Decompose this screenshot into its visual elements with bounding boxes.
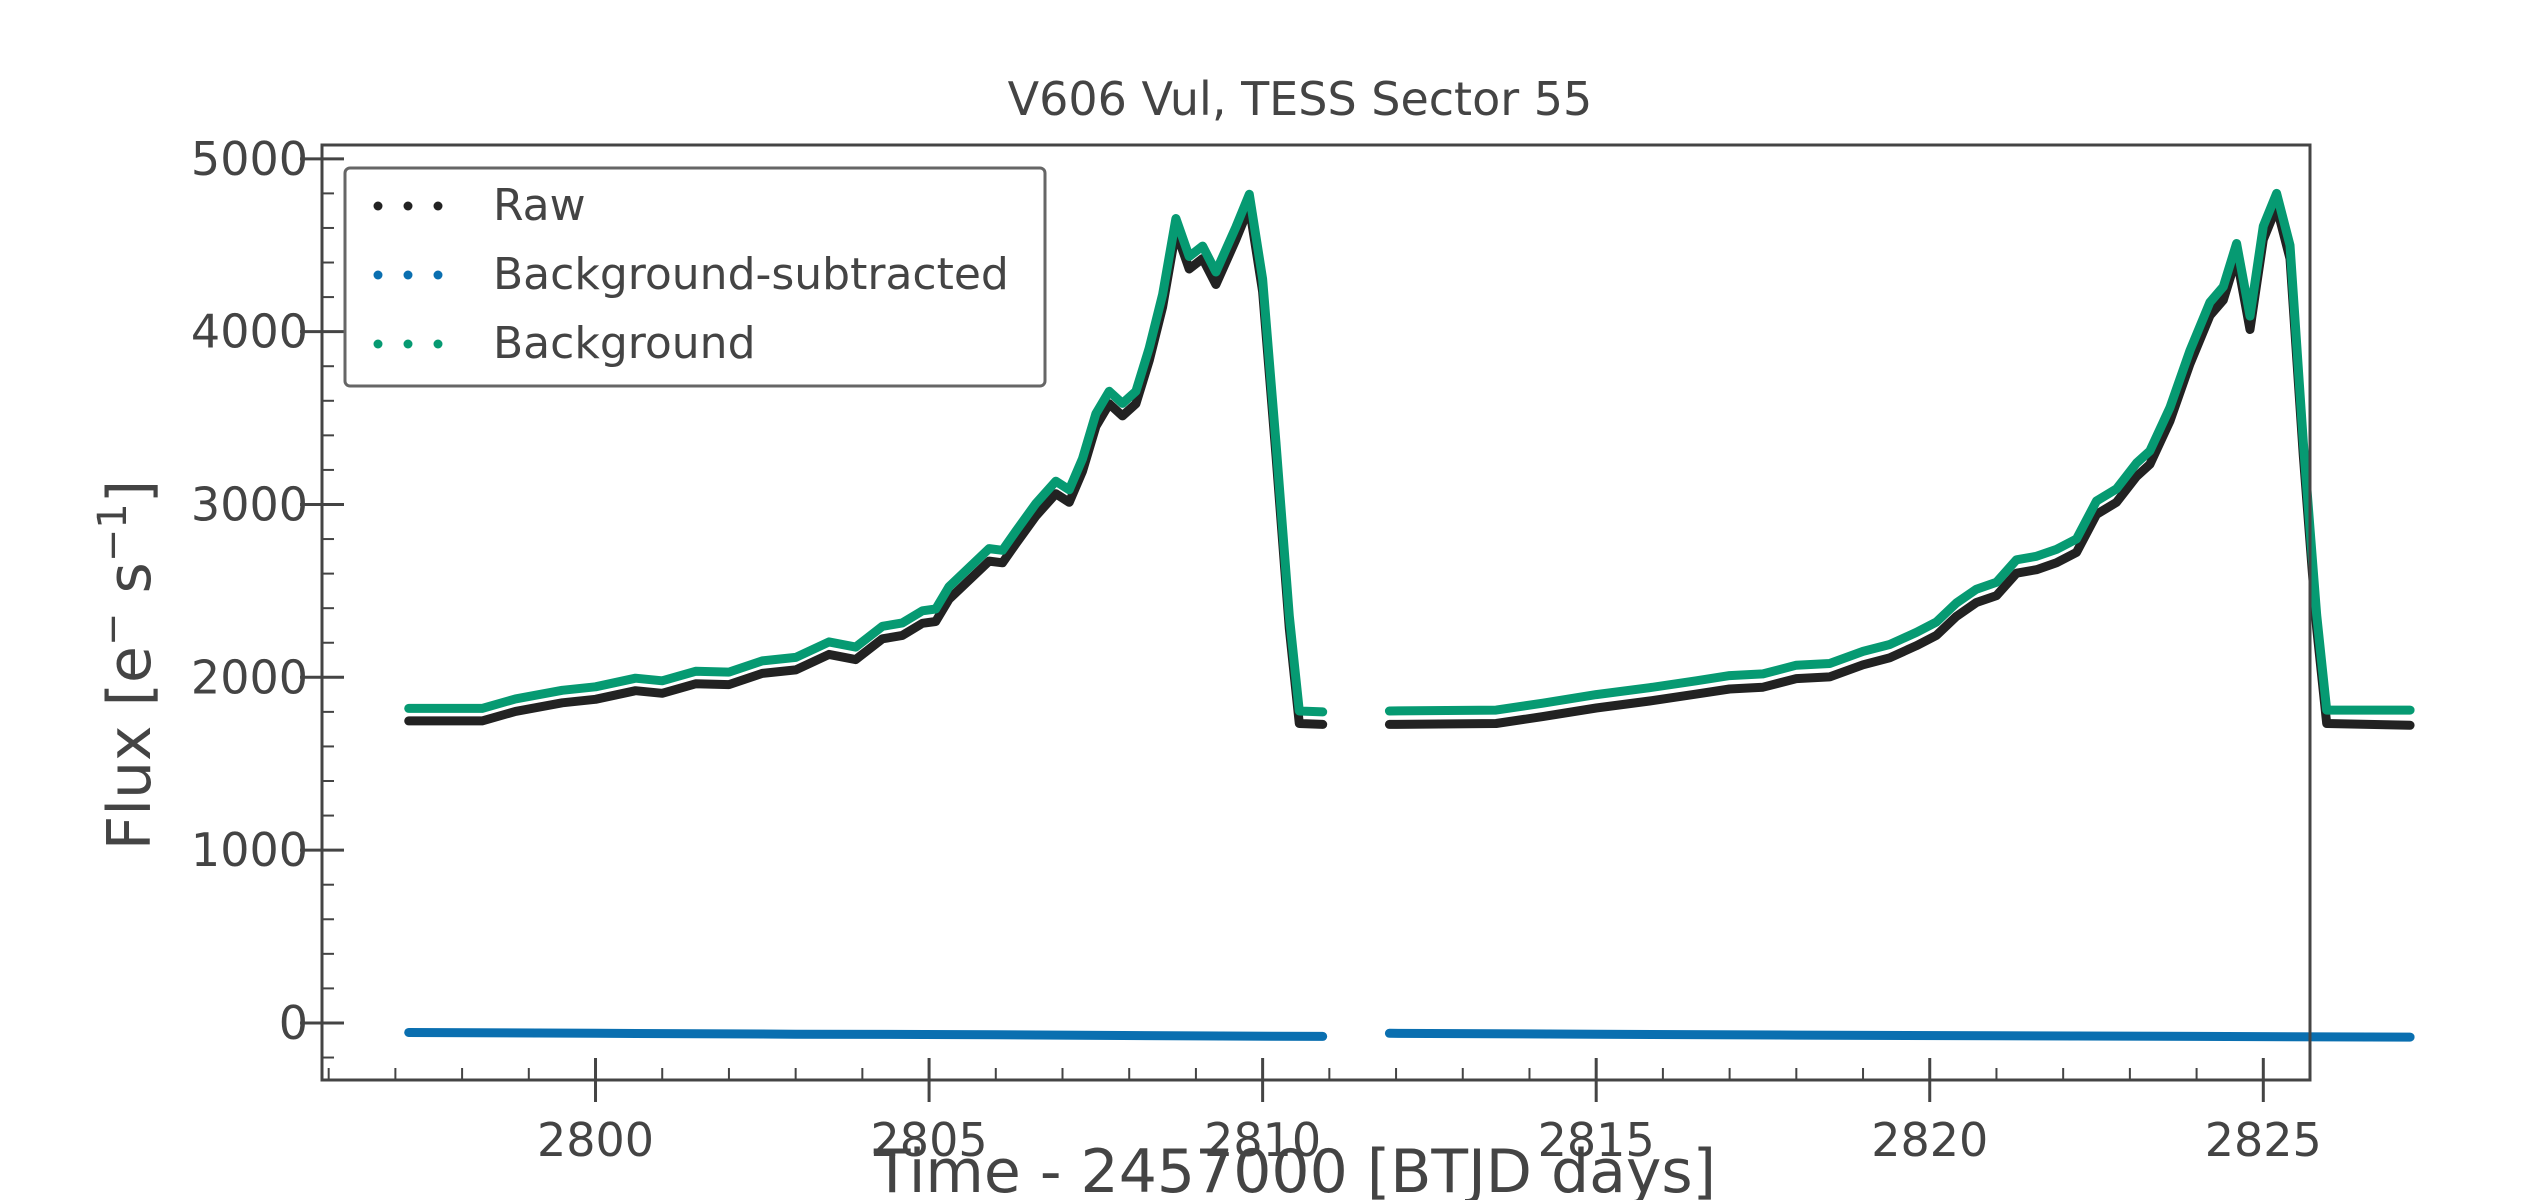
legend-box bbox=[343, 166, 1047, 388]
x-tick-label: 2820 bbox=[1871, 1113, 1988, 1167]
x-tick-label: 2825 bbox=[2205, 1113, 2322, 1167]
series-background-segment-2 bbox=[1384, 188, 2415, 716]
legend-label-background: Background bbox=[493, 318, 756, 369]
series-background-segment-1 bbox=[404, 189, 1328, 717]
y-tick-label: 5000 bbox=[191, 132, 308, 186]
y-axis-label-superscript-2: −1 bbox=[90, 503, 136, 562]
x-axis-label: Time - 2457000 [BTJD days] bbox=[873, 1137, 1716, 1200]
series-raw-segment-1 bbox=[404, 202, 1328, 729]
legend-dot bbox=[373, 270, 383, 280]
y-tick-label: 4000 bbox=[191, 305, 308, 359]
plot-frame bbox=[320, 143, 2312, 1082]
legend-dot bbox=[373, 339, 383, 349]
legend-entry-background-subtracted: Background-subtracted bbox=[373, 249, 1009, 300]
legend-dot bbox=[403, 201, 413, 211]
x-tick-label: 2805 bbox=[871, 1113, 988, 1167]
legend-dot bbox=[433, 270, 443, 280]
legend-entry-raw: Raw bbox=[373, 180, 586, 231]
y-tick-label: 1000 bbox=[191, 823, 308, 877]
legend-dot bbox=[403, 270, 413, 280]
y-axis-label: Flux [e− s−1] bbox=[90, 480, 165, 850]
legend-dot bbox=[433, 201, 443, 211]
y-axis-label-superscript-1: − bbox=[90, 613, 136, 647]
tick-layer: 0 1000 2000 3000 4000 5000 2800 2805 2810 2815 282… bbox=[191, 132, 2322, 1167]
legend: Raw Background-subtracted Background bbox=[343, 166, 1047, 388]
legend-label-background-subtracted: Background-subtracted bbox=[493, 249, 1009, 300]
legend-label-raw: Raw bbox=[493, 180, 586, 231]
legend-marker-background bbox=[373, 339, 443, 349]
series-background-subtracted-segment-2 bbox=[1384, 1028, 2415, 1042]
y-axis-label-end: ] bbox=[95, 480, 165, 503]
legend-dot bbox=[433, 339, 443, 349]
series-background-subtracted-segment-1 bbox=[404, 1028, 1328, 1041]
y-tick-label: 3000 bbox=[191, 477, 308, 531]
legend-dot bbox=[373, 201, 383, 211]
y-axis-label-main: Flux [e bbox=[95, 646, 165, 850]
legend-marker-background-subtracted bbox=[373, 270, 443, 280]
data-layer bbox=[404, 188, 2415, 1042]
x-tick-label: 2800 bbox=[537, 1113, 654, 1167]
y-axis-label-middle: s bbox=[95, 562, 165, 612]
y-tick-label: 2000 bbox=[191, 650, 308, 704]
legend-dot bbox=[403, 339, 413, 349]
legend-marker-raw bbox=[373, 201, 443, 211]
plot-area: 0 1000 2000 3000 4000 5000 2800 2805 2810 2815 282… bbox=[191, 132, 2415, 1167]
y-tick-label: 0 bbox=[279, 996, 308, 1050]
chart-title: V606 Vul, TESS Sector 55 bbox=[1008, 72, 1593, 126]
legend-entry-background: Background bbox=[373, 318, 756, 369]
x-tick-label: 2815 bbox=[1538, 1113, 1655, 1167]
x-tick-label: 2810 bbox=[1204, 1113, 1321, 1167]
